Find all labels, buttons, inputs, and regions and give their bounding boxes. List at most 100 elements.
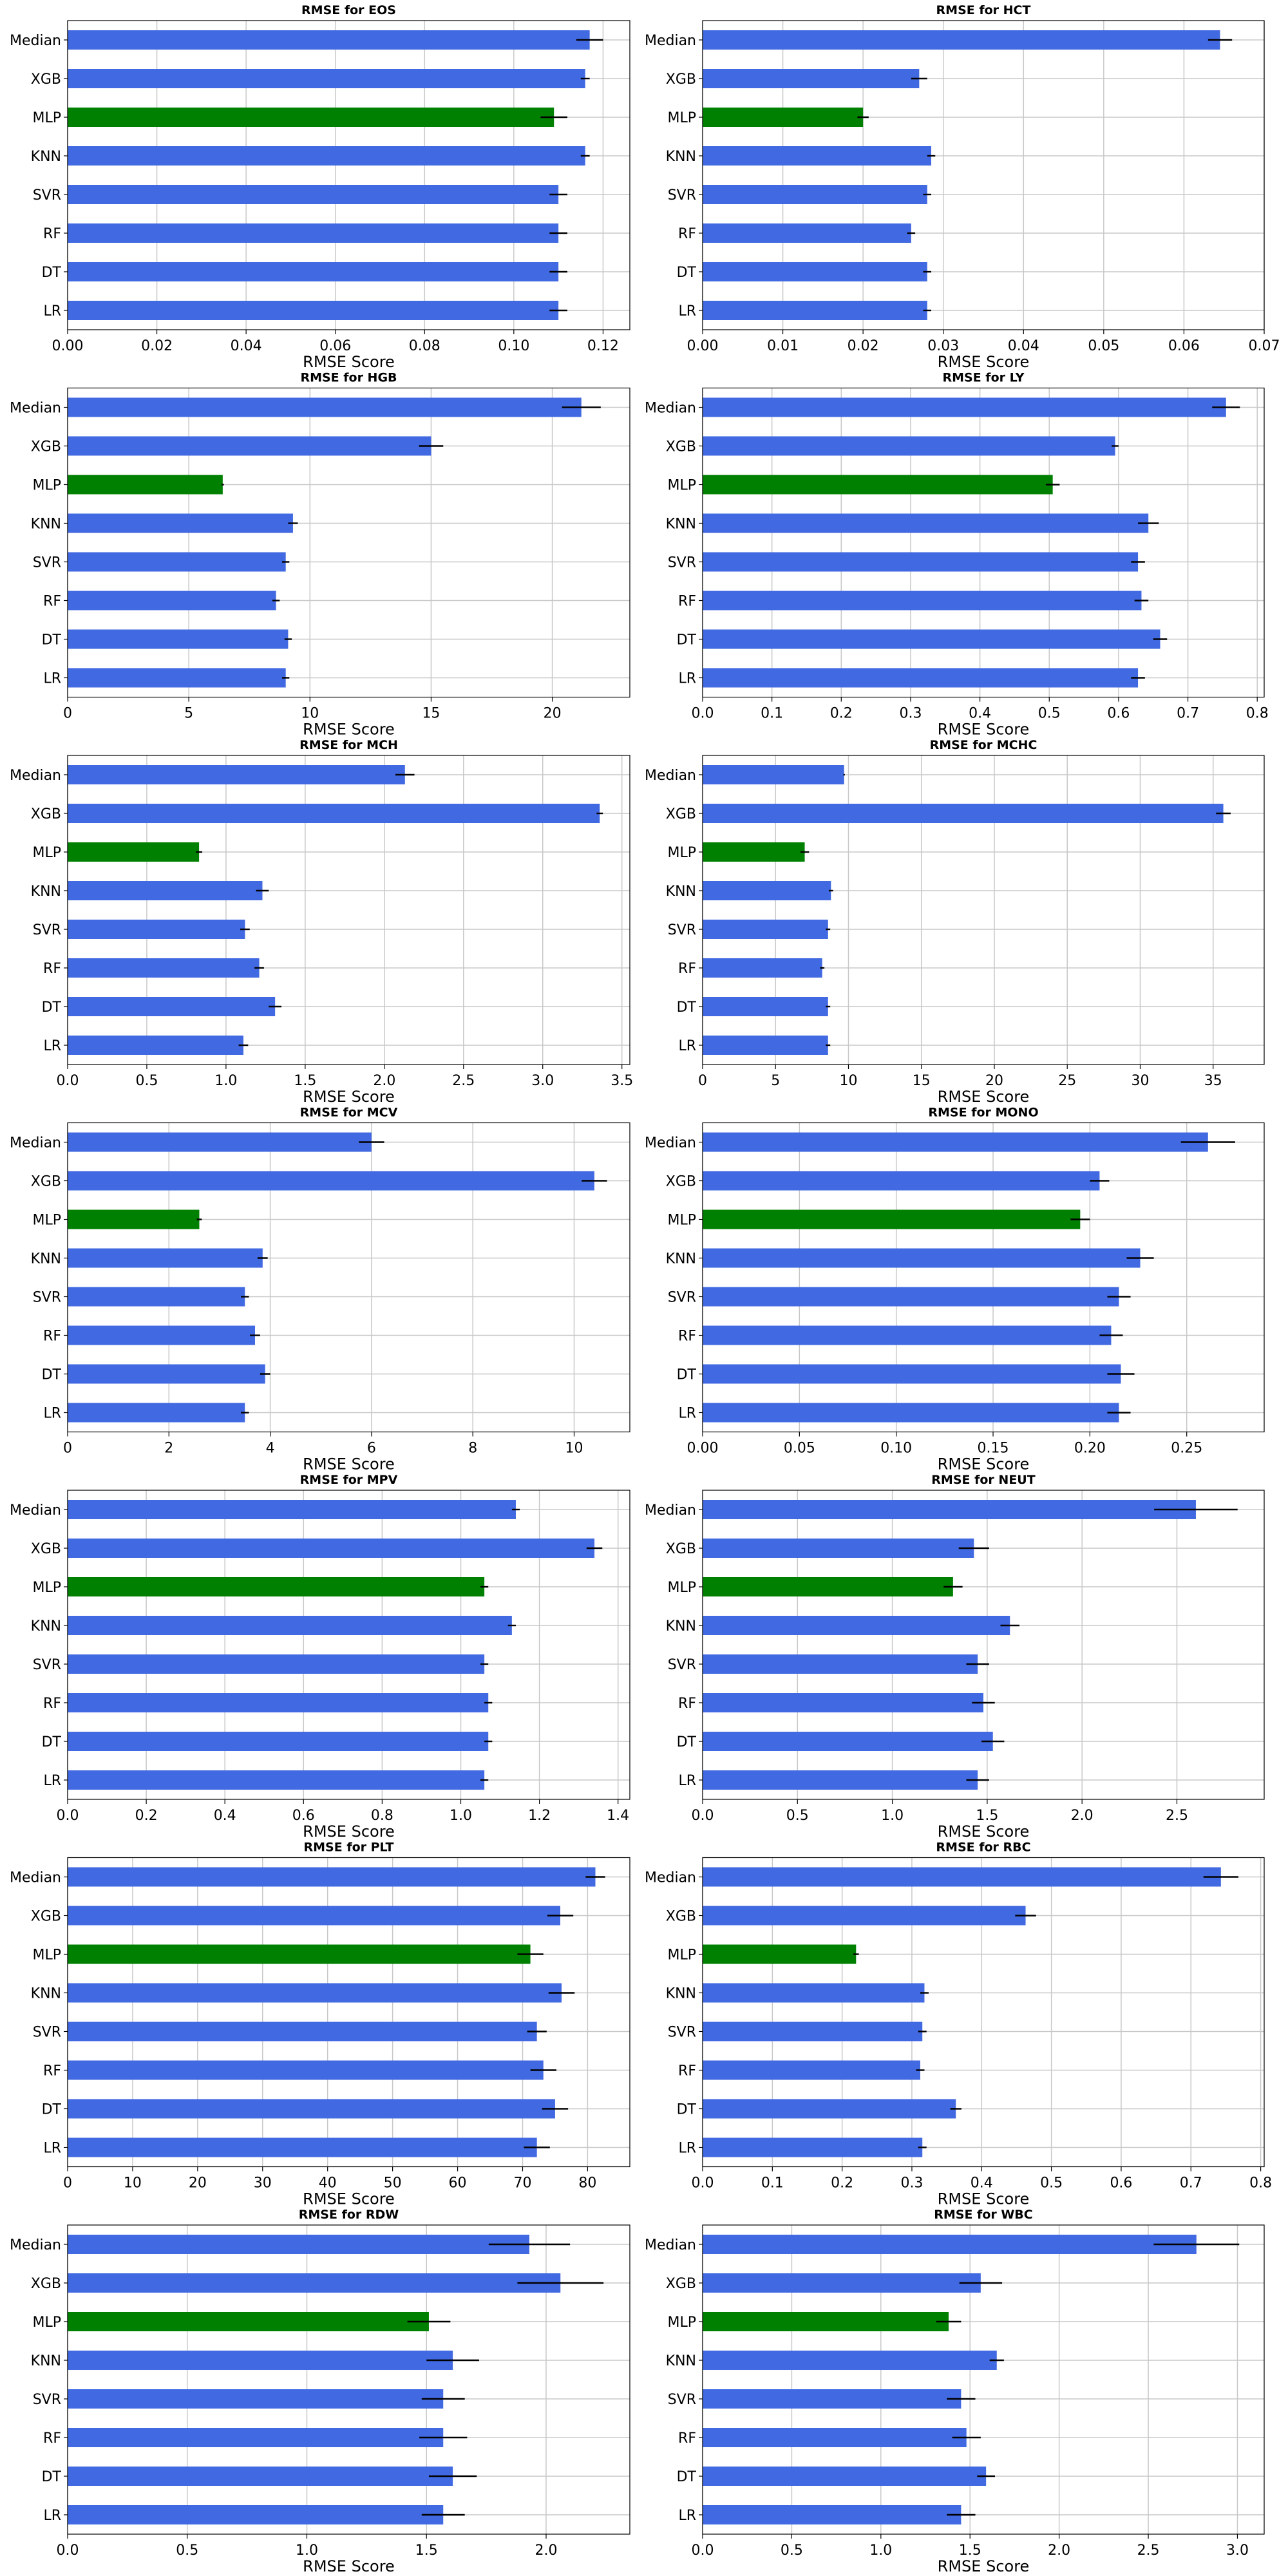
x-tick-label: 0: [63, 706, 72, 722]
x-tick-label: 1.0: [869, 2543, 892, 2559]
bar: [68, 2351, 453, 2370]
bar: [703, 475, 1053, 495]
category-label: LR: [678, 1773, 696, 1789]
x-axis-label: RMSE Score: [938, 2190, 1030, 2208]
bar: [703, 1983, 925, 2003]
chart-panel: Median XGB MLP KNN SVR RF DT LR 0 5 10 15 20 RMSE Sco…: [10, 371, 630, 739]
x-tick-label: 0.00: [687, 1441, 719, 1457]
chart-title: RMSE for RBC: [936, 1841, 1030, 1855]
category-label: MLP: [667, 110, 696, 126]
chart-panel: Median XGB MLP KNN SVR RF DT LR 0.0 0.5 1.0 1.5 2.0 2…: [645, 2208, 1265, 2575]
bar: [703, 397, 1226, 417]
x-tick-label: 0.1: [761, 2175, 784, 2192]
category-label: XGB: [31, 1174, 61, 1190]
x-axis-label: RMSE Score: [303, 353, 395, 371]
category-label: DT: [677, 2102, 697, 2118]
x-tick-label: 10: [124, 2175, 142, 2192]
chart-title: RMSE for RDW: [299, 2208, 399, 2222]
bar: [703, 2235, 1197, 2254]
category-label: KNN: [666, 2353, 696, 2369]
category-label: Median: [645, 33, 696, 49]
bar: [68, 1248, 263, 1268]
category-label: KNN: [31, 1618, 61, 1634]
category-label: DT: [42, 632, 62, 649]
x-tick-label: 1.5: [294, 1073, 316, 1089]
bar: [68, 108, 554, 127]
bar: [703, 2428, 967, 2447]
category-label: Median: [10, 401, 61, 417]
category-label: XGB: [666, 2276, 696, 2292]
bar: [68, 629, 289, 649]
category-label: Median: [645, 768, 696, 784]
x-tick-label: 0.8: [1249, 2175, 1272, 2192]
bar: [68, 552, 286, 572]
category-label: SVR: [668, 922, 696, 938]
x-tick-label: 1.2: [528, 1808, 551, 1824]
bar: [68, 920, 245, 939]
category-label: MLP: [32, 110, 61, 126]
bar: [703, 2467, 987, 2486]
category-label: MLP: [667, 1947, 696, 1964]
x-axis-label: RMSE Score: [938, 1088, 1030, 1106]
category-label: KNN: [666, 516, 696, 533]
bar: [703, 920, 828, 939]
category-label: KNN: [666, 1986, 696, 2002]
chart-panel: Median XGB MLP KNN SVR RF DT LR 0.00 0.05 0.10 0.15…: [645, 1106, 1265, 1473]
x-tick-label: 0.06: [319, 338, 351, 354]
chart-title: RMSE for PLT: [304, 1841, 394, 1855]
category-label: LR: [43, 1038, 61, 1054]
category-label: SVR: [33, 2392, 61, 2408]
bar: [68, 69, 585, 88]
bar: [703, 108, 864, 127]
category-label: KNN: [31, 884, 61, 900]
x-tick-label: 20: [985, 1073, 1003, 1089]
category-label: XGB: [31, 439, 61, 455]
x-tick-label: 1.5: [415, 2543, 438, 2559]
bar: [703, 997, 828, 1016]
x-tick-label: 0.4: [971, 2175, 993, 2192]
category-label: DT: [677, 632, 697, 649]
category-label: DT: [677, 265, 697, 281]
plot-frame: [67, 1490, 630, 1800]
bar: [68, 1616, 512, 1635]
x-tick-label: 0.4: [214, 1808, 236, 1824]
category-label: MLP: [667, 845, 696, 861]
x-tick-label: 2.0: [1071, 1808, 1094, 1824]
x-tick-label: 0.01: [767, 338, 799, 354]
chart-panel: Median XGB MLP KNN SVR RF DT LR 0.0 0.5 1.0 1.5 2.0 2…: [645, 1473, 1265, 1841]
bar: [703, 436, 1115, 456]
x-axis-label: RMSE Score: [303, 1455, 395, 1473]
chart-title: RMSE for MCH: [299, 738, 398, 752]
plot-frame: [702, 20, 1265, 330]
category-label: DT: [42, 2469, 62, 2485]
x-tick-label: 0.8: [1246, 706, 1269, 722]
plot-frame: [67, 387, 630, 698]
category-label: KNN: [666, 149, 696, 165]
x-tick-label: 0.08: [409, 338, 440, 354]
x-tick-label: 25: [1058, 1073, 1076, 1089]
x-tick-label: 1.4: [607, 1808, 629, 1824]
x-tick-label: 0.5: [176, 2543, 198, 2559]
category-label: RF: [43, 961, 61, 977]
chart-title: RMSE for WBC: [934, 2208, 1033, 2222]
bar: [703, 629, 1160, 649]
x-tick-label: 0.7: [1180, 2175, 1202, 2192]
x-tick-label: 0.0: [692, 706, 714, 722]
x-tick-label: 1.0: [296, 2543, 318, 2559]
x-tick-label: 0.5: [135, 1073, 158, 1089]
bar: [703, 1539, 974, 1558]
category-label: RF: [678, 2430, 696, 2447]
bar: [703, 2312, 949, 2331]
bar: [68, 997, 276, 1016]
x-tick-label: 60: [449, 2175, 467, 2192]
chart-panel: Median XGB MLP KNN SVR RF DT LR 0 5 10 15 20 25 30 35 RM…: [645, 738, 1265, 1106]
x-tick-label: 0.07: [1249, 338, 1280, 354]
x-tick-label: 0.15: [978, 1441, 1009, 1457]
category-label: RF: [43, 1696, 61, 1712]
chart-title: RMSE for MCV: [300, 1106, 398, 1120]
x-tick-label: 0.8: [371, 1808, 393, 1824]
bar: [68, 1209, 200, 1229]
x-tick-label: 6: [367, 1441, 376, 1457]
bar: [68, 436, 431, 456]
plot-frame: [702, 1857, 1265, 2168]
